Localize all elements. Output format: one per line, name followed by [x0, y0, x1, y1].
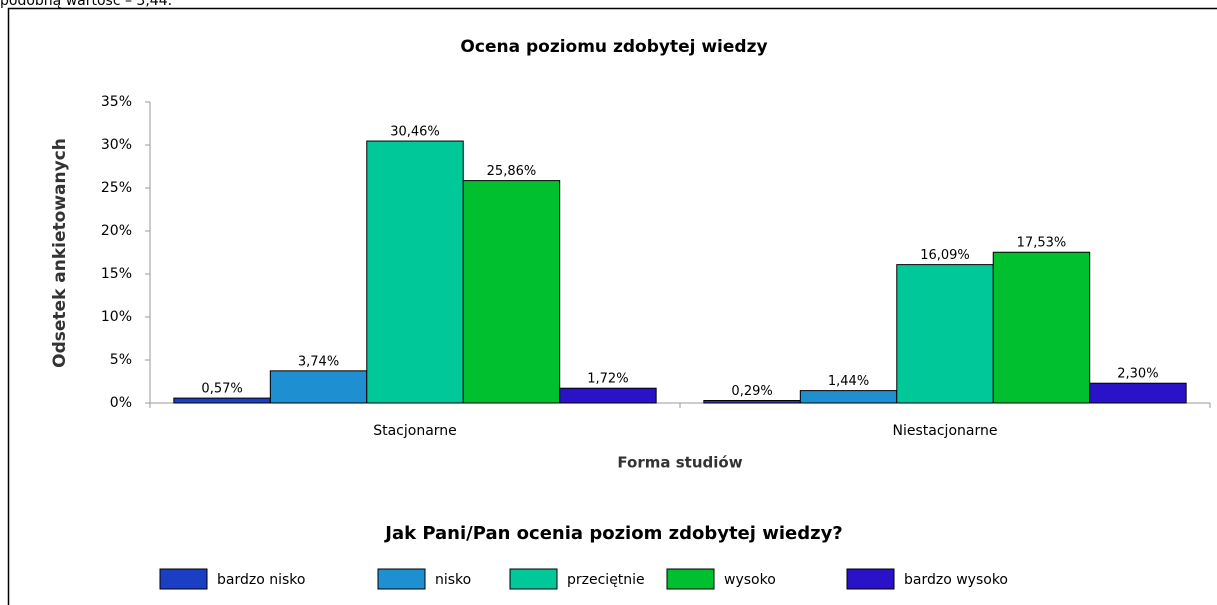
value-label: 0,29% [731, 384, 772, 399]
legend-swatch [666, 568, 715, 590]
y-tick-label: 5% [110, 352, 132, 368]
legend-title: Jak Pani/Pan ocenia poziom zdobytej wied… [383, 523, 843, 544]
bar [799, 390, 898, 404]
value-label: 1,72% [587, 372, 628, 387]
x-tick-label: Niestacjonarne [893, 423, 998, 439]
legend-swatch [509, 568, 558, 590]
value-label: 2,30% [1117, 367, 1158, 382]
y-tick-label: 25% [101, 180, 132, 196]
x-tick-label: Stacjonarne [373, 423, 457, 439]
legend-swatch [846, 568, 895, 590]
y-axis-title: Odsetek ankietowanych [50, 138, 70, 368]
bar [703, 400, 801, 404]
y-tick-label: 35% [101, 94, 132, 110]
y-tick-label: 0% [110, 395, 132, 411]
bar [462, 180, 561, 404]
value-label: 30,46% [390, 125, 440, 140]
legend-label: nisko [435, 572, 471, 588]
legend-label: przeciętnie [567, 572, 645, 588]
legend-label: bardzo nisko [217, 572, 305, 588]
value-label: 0,57% [201, 382, 242, 397]
value-label: 1,44% [828, 374, 869, 389]
value-label: 17,53% [1017, 236, 1067, 251]
legend-swatch [159, 568, 208, 590]
bar [1089, 382, 1187, 404]
y-tick-label: 20% [101, 223, 132, 239]
x-axis-title: Forma studiów [617, 454, 742, 472]
chart-title: Ocena poziomu zdobytej wiedzy [460, 37, 767, 57]
legend-label: wysoko [724, 572, 776, 588]
bar [173, 397, 271, 404]
bar [366, 140, 464, 404]
y-tick-label: 15% [101, 266, 132, 282]
value-label: 25,86% [487, 164, 537, 179]
y-tick-label: 30% [101, 137, 132, 153]
value-label: 16,09% [920, 248, 970, 263]
bar [269, 370, 368, 404]
legend-swatch [377, 568, 426, 590]
legend-label: bardzo wysoko [904, 572, 1008, 588]
bar [896, 264, 994, 404]
caption-above: podobną wartość – 3,44. [0, 0, 172, 9]
bar [992, 251, 1091, 404]
value-label: 3,74% [298, 354, 339, 369]
y-tick-label: 10% [101, 309, 132, 325]
bar [559, 387, 657, 404]
